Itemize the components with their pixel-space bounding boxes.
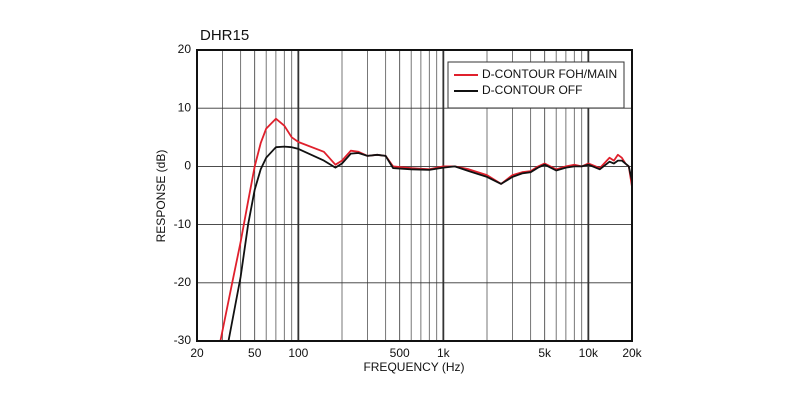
y-tick-label: -10 (174, 217, 192, 231)
x-tick-label: 20k (622, 346, 642, 360)
y-axis-label: RESPONSE (dB) (154, 150, 168, 243)
y-tick-label: -20 (174, 275, 192, 289)
y-tick-label: 20 (178, 42, 192, 56)
chart-title: DHR15 (200, 27, 249, 44)
x-tick-label: 50 (248, 346, 262, 360)
y-tick-label: 10 (178, 100, 192, 114)
x-tick-label: 500 (390, 346, 410, 360)
x-tick-label: 5k (538, 346, 552, 360)
series-line (219, 117, 633, 342)
x-tick-label: 100 (288, 346, 308, 360)
x-tick-label: 10k (579, 346, 599, 360)
legend-label: D-CONTOUR FOH/MAIN (482, 67, 617, 81)
y-tick-label: 0 (184, 159, 191, 173)
plot-frame (196, 49, 633, 342)
legend-box (447, 61, 625, 109)
y-tick-label: -30 (174, 333, 192, 347)
x-tick-label: 1k (437, 346, 451, 360)
series-line (227, 145, 633, 342)
x-tick-label: 20 (190, 346, 204, 360)
legend-label: D-CONTOUR OFF (482, 83, 582, 97)
x-axis-label: FREQUENCY (Hz) (363, 360, 464, 374)
